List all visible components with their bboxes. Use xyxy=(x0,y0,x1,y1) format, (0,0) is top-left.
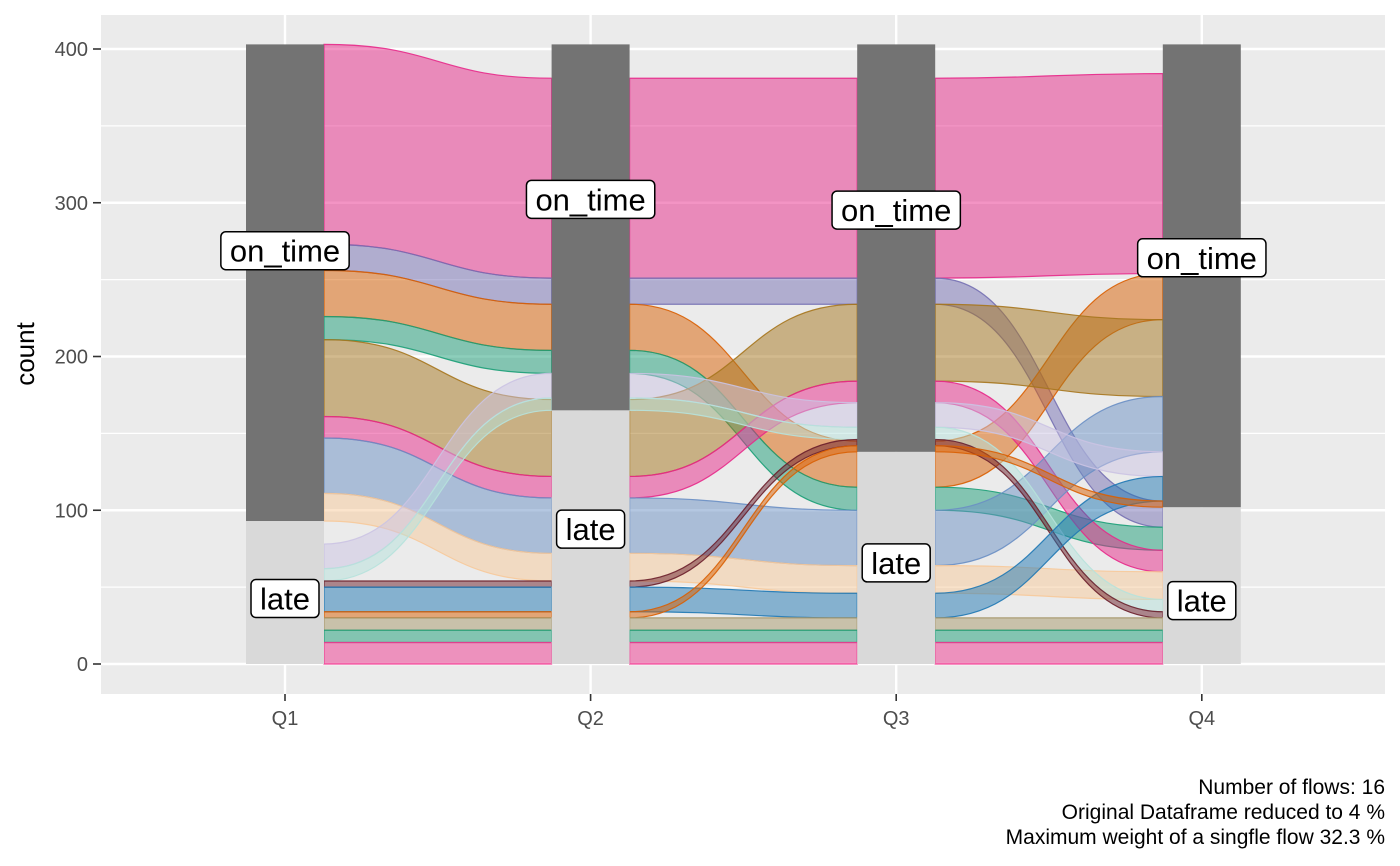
flow-ribbon xyxy=(323,611,553,619)
flow-ribbon xyxy=(629,617,858,631)
flow-ribbon xyxy=(629,277,858,305)
flow-ribbon xyxy=(629,77,858,279)
stratum-label-box xyxy=(555,509,626,549)
x-tick-label: Q1 xyxy=(272,708,299,730)
stratum-label-box xyxy=(1136,238,1267,278)
flow-ribbon xyxy=(323,586,553,613)
stratum-label-on-time: on_time xyxy=(1136,238,1267,278)
flow-ribbon xyxy=(323,629,553,644)
flow-ribbon xyxy=(934,617,1164,631)
y-tick-label: 400 xyxy=(55,39,88,61)
stratum-label-late: late xyxy=(250,578,320,619)
stratum-label-text: on_time xyxy=(1147,241,1257,276)
y-axis-title: count xyxy=(10,321,40,385)
stratum-label-text: late xyxy=(1177,584,1227,619)
stratum-label-text: on_time xyxy=(535,182,645,217)
caption-line: Original Dataframe reduced to 4 % xyxy=(1062,801,1385,824)
flow-ribbons xyxy=(323,43,1164,665)
stratum-label-text: on_time xyxy=(841,193,951,228)
y-tick-label: 200 xyxy=(55,347,88,369)
stratum-label-box xyxy=(831,190,962,230)
stratum-label-text: late xyxy=(260,582,310,617)
flow-ribbon xyxy=(323,617,553,631)
stratum-label-text: late xyxy=(566,512,616,547)
flow-ribbon xyxy=(323,43,553,279)
stratum-label-on-time: on_time xyxy=(831,190,962,230)
stratum-label-late: late xyxy=(861,543,931,583)
stratum-label-on-time: on_time xyxy=(220,230,350,271)
y-tick-label: 300 xyxy=(55,193,88,215)
flow-ribbon xyxy=(934,72,1164,279)
flow-ribbon xyxy=(629,641,858,665)
stratum-label-late: late xyxy=(555,509,626,549)
stratum-bar-on-time xyxy=(857,44,936,452)
flow-ribbon xyxy=(934,629,1164,644)
stratum-label-box xyxy=(220,230,350,271)
flow-ribbon xyxy=(934,641,1164,665)
x-tick-label: Q3 xyxy=(883,708,910,730)
stratum-bar-on-time xyxy=(551,44,630,411)
stratum-label-text: on_time xyxy=(230,234,340,269)
x-tick-label: Q2 xyxy=(577,708,604,730)
stratum-label-box xyxy=(525,179,656,220)
flow-ribbon xyxy=(323,641,553,665)
stratum-label-on-time: on_time xyxy=(525,179,656,220)
y-tick-label: 100 xyxy=(55,500,88,522)
caption-line: Number of flows: 16 xyxy=(1198,776,1385,799)
stratum-label-text: late xyxy=(871,546,921,581)
flow-ribbon xyxy=(629,629,858,644)
flow-ribbon xyxy=(323,580,553,588)
stratum-bar-on-time xyxy=(246,44,324,522)
stratum-label-box xyxy=(1167,580,1237,621)
y-tick-label: 0 xyxy=(77,654,88,676)
stratum-label-box xyxy=(250,578,320,619)
axes: 0 100 200 300 400 Q1 Q2 Q3 Q4 xyxy=(55,39,1216,730)
stratum-label-late: late xyxy=(1167,580,1237,621)
stratum-label-box xyxy=(861,543,931,583)
caption-line: Maximum weight of a singfle flow 32.3 % xyxy=(1006,826,1385,849)
x-tick-label: Q4 xyxy=(1188,708,1215,730)
